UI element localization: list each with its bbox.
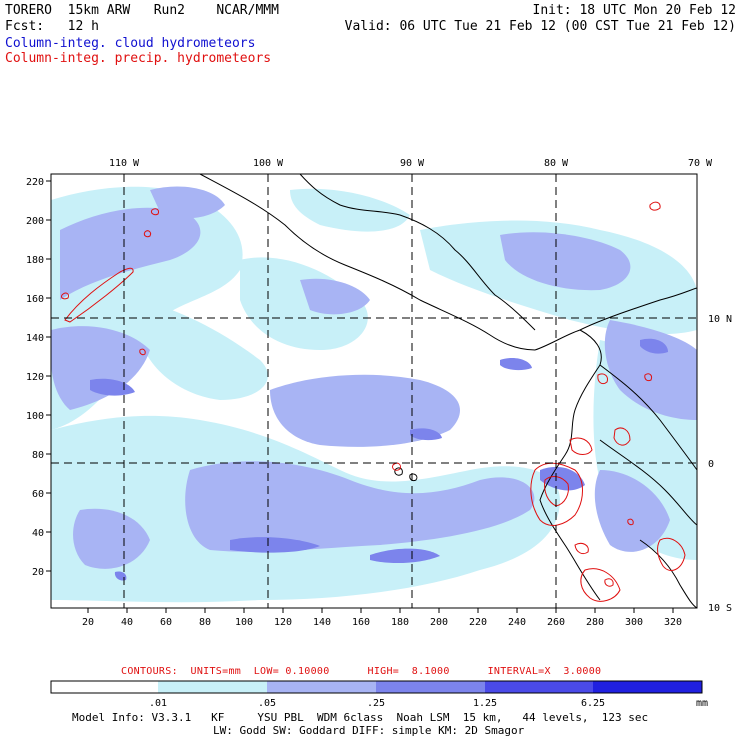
y-tick-label: 140 — [26, 333, 44, 344]
lat-label-10n: 10 N — [708, 314, 732, 325]
colorbar-segment — [158, 681, 267, 693]
x-tick-marks — [87, 608, 674, 613]
lon-label-90w: 90 W — [400, 158, 425, 169]
lat-lon-grid — [51, 174, 697, 608]
field-cloud-label: Column-integ. cloud hydrometeors — [5, 36, 256, 51]
x-tick-label: 140 — [313, 617, 331, 628]
colorbar-label: .01 — [149, 698, 167, 709]
y-tick-label: 160 — [26, 294, 44, 305]
field-precip-label: Column-integ. precip. hydrometeors — [5, 51, 272, 66]
lat-label-0: 0 — [708, 459, 714, 470]
precip-contours — [61, 201, 686, 602]
colorbar-segment — [51, 681, 158, 693]
x-tick-label: 200 — [430, 617, 448, 628]
lon-label-100w: 100 W — [253, 158, 284, 169]
model-title: TORERO 15km ARW Run2 NCAR/MMM — [5, 3, 279, 18]
lon-label-70w: 70 W — [688, 158, 713, 169]
x-tick-label: 220 — [469, 617, 487, 628]
x-tick-label: 260 — [547, 617, 565, 628]
y-tick-label: 100 — [26, 411, 44, 422]
colorbar-unit: mm — [696, 698, 708, 709]
colorbar-label: .25 — [367, 698, 385, 709]
y-tick-labels: 220 200 180 160 140 120 100 80 60 40 20 — [26, 177, 44, 578]
lat-label-10s: 10 S — [708, 603, 732, 614]
map-frame — [50, 173, 698, 609]
colorbar-labels: .01 .05 .25 1.25 6.25 mm — [149, 698, 708, 709]
lon-label-80w: 80 W — [544, 158, 569, 169]
x-tick-label: 60 — [160, 617, 172, 628]
y-tick-label: 20 — [32, 567, 44, 578]
colorbar-segment — [376, 681, 485, 693]
x-tick-label: 80 — [199, 617, 211, 628]
forecast-hour: Fcst: 12 h — [5, 19, 99, 34]
y-tick-label: 40 — [32, 528, 44, 539]
colorbar-segment — [593, 681, 702, 693]
x-tick-label: 300 — [625, 617, 643, 628]
x-tick-labels: 20 40 60 80 100 120 140 160 180 200 220 … — [82, 617, 682, 628]
colorbar — [50, 680, 703, 694]
x-tick-label: 240 — [508, 617, 526, 628]
colorbar-label: 1.25 — [473, 698, 497, 709]
y-tick-label: 120 — [26, 372, 44, 383]
y-tick-label: 220 — [26, 177, 44, 188]
y-tick-marks — [46, 180, 51, 572]
y-tick-label: 80 — [32, 450, 44, 461]
x-tick-label: 320 — [664, 617, 682, 628]
y-tick-label: 180 — [26, 255, 44, 266]
colorbar-segment — [485, 681, 593, 693]
model-info: Model Info: V3.3.1 KF YSU PBL WDM 6class… — [72, 711, 649, 724]
contour-info: CONTOURS: UNITS=mm LOW= 0.10000 HIGH= 8.… — [121, 666, 602, 677]
init-time: Init: 18 UTC Mon 20 Feb 12 — [532, 3, 737, 18]
x-tick-label: 100 — [235, 617, 253, 628]
x-tick-label: 40 — [121, 617, 133, 628]
y-tick-label: 200 — [26, 216, 44, 227]
colorbar-label: .05 — [258, 698, 276, 709]
y-tick-label: 60 — [32, 489, 44, 500]
colorbar-frame — [50, 680, 703, 694]
colorbar-label: 6.25 — [581, 698, 605, 709]
x-tick-label: 120 — [274, 617, 292, 628]
shaded-field — [51, 186, 697, 603]
coastlines — [199, 174, 697, 608]
x-tick-label: 20 — [82, 617, 94, 628]
colorbar-segment — [267, 681, 376, 693]
x-tick-label: 160 — [352, 617, 370, 628]
x-tick-label: 280 — [586, 617, 604, 628]
physics-info: LW: Godd SW: Goddard DIFF: simple KM: 2D… — [213, 724, 525, 737]
valid-time: Valid: 06 UTC Tue 21 Feb 12 (00 CST Tue … — [344, 19, 736, 34]
x-tick-label: 180 — [391, 617, 409, 628]
lon-label-110w: 110 W — [109, 158, 140, 169]
lat-labels: 10 N 0 10 S — [708, 314, 732, 614]
lon-labels: 110 W 100 W 90 W 80 W 70 W — [109, 158, 713, 169]
